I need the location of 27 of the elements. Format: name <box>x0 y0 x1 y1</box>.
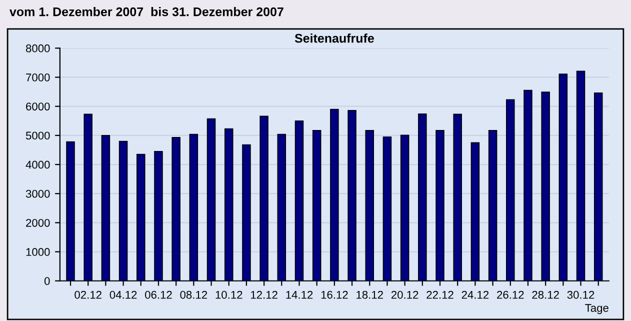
x-tick-label: 06.12 <box>145 290 172 299</box>
chart-subtitle: vom 1. Dezember 2007 bis 31. Dezember 2007 <box>10 7 284 16</box>
y-tick-label: 7000 <box>26 74 50 82</box>
x-tick-label: 24.12 <box>462 290 489 299</box>
y-tick-label: 0 <box>44 277 50 286</box>
x-tick-label: 04.12 <box>110 290 137 299</box>
x-tick-label: 08.12 <box>180 290 208 299</box>
x-tick-label: 14.12 <box>286 290 313 299</box>
x-tick-label: 26.12 <box>497 290 524 299</box>
y-tick-label: 4000 <box>26 160 50 169</box>
y-tick-label: 8000 <box>26 44 50 52</box>
y-tick-label: 2000 <box>26 218 50 227</box>
chart-title: Seitenaufrufe <box>294 34 374 43</box>
x-tick-label: 28.12 <box>532 290 559 299</box>
x-axis-title: Tage <box>585 304 608 314</box>
y-tick-label: 1000 <box>26 248 50 256</box>
x-tick-label: 22.12 <box>426 290 454 299</box>
y-tick-label: 5000 <box>26 132 50 140</box>
x-tick-label: 20.12 <box>391 290 418 299</box>
x-tick-label: 30.12 <box>567 290 594 299</box>
x-tick-label: 12.12 <box>250 290 278 299</box>
y-tick-label: 3000 <box>26 190 50 198</box>
x-tick-label: 16.12 <box>321 290 348 299</box>
x-tick-label: 18.12 <box>356 290 383 299</box>
x-tick-label: 02.12 <box>74 290 102 299</box>
y-tick-label: 6000 <box>26 102 50 110</box>
x-tick-label: 10.12 <box>216 290 242 299</box>
